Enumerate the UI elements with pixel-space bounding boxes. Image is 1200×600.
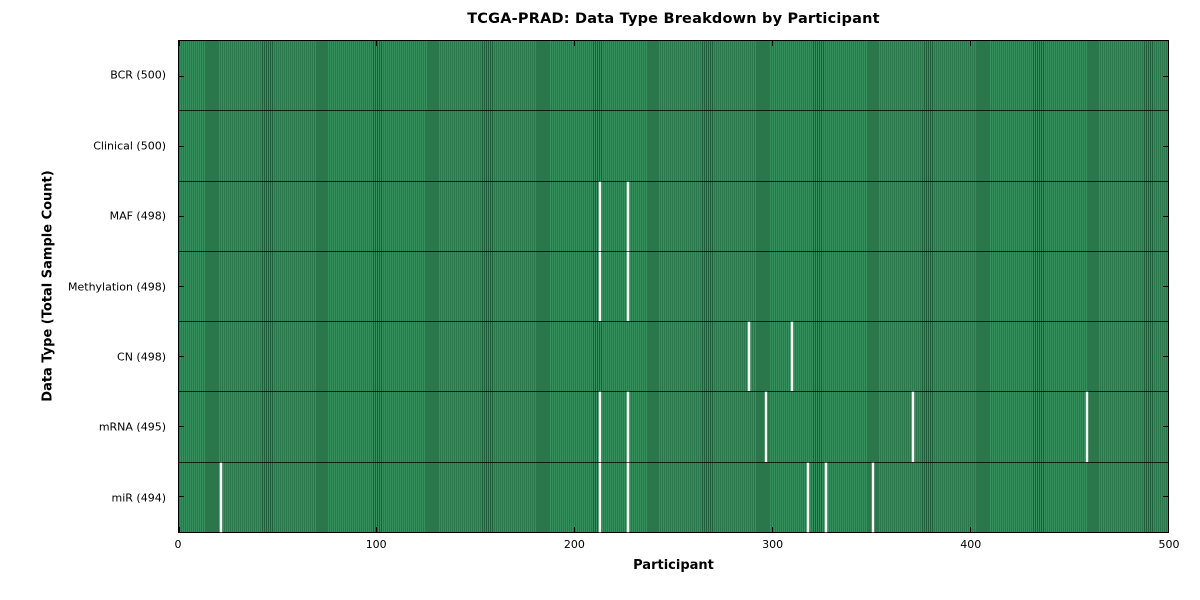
heatmap-row-maf bbox=[179, 180, 1168, 251]
absent-gap bbox=[599, 251, 602, 322]
heatmap-row-cn bbox=[179, 321, 1168, 392]
absent-gap bbox=[627, 251, 629, 322]
absent-gap bbox=[627, 181, 629, 251]
y-tick-label: Clinical (500) bbox=[93, 139, 166, 153]
absent-gap bbox=[627, 462, 629, 532]
y-tick-label: Methylation (498) bbox=[68, 280, 166, 293]
chart-title: TCGA-PRAD: Data Type Breakdown by Partic… bbox=[467, 11, 880, 27]
y-tick-label: miR (494) bbox=[111, 491, 167, 505]
absent-gap bbox=[1085, 392, 1088, 462]
absent-gap bbox=[791, 322, 794, 392]
y-tick-label: CN (498) bbox=[117, 350, 166, 364]
y-tick-label: MAF (498) bbox=[109, 209, 166, 223]
absent-gap bbox=[219, 462, 222, 532]
absent-gap bbox=[627, 392, 629, 462]
x-tick-label: 100 bbox=[365, 538, 387, 551]
x-tick-label: 300 bbox=[762, 538, 784, 551]
absent-gap bbox=[807, 462, 809, 532]
absent-gap bbox=[765, 392, 768, 462]
y-tick-labels: BCR (500) Clinical (500) MAF (498) Methylat… bbox=[0, 40, 172, 533]
absent-gap bbox=[747, 322, 750, 392]
y-tick-label: mRNA (495) bbox=[98, 420, 166, 434]
heatmap-row-clinical bbox=[179, 110, 1168, 181]
absent-gap bbox=[599, 392, 602, 462]
heatmap-row-methylation bbox=[179, 250, 1168, 322]
plot-area: Present Absent bbox=[178, 40, 1169, 533]
absent-gap bbox=[872, 462, 875, 532]
x-tick-label: 200 bbox=[563, 538, 585, 551]
heatmap-row-mir bbox=[179, 461, 1168, 532]
absent-gap bbox=[911, 392, 914, 462]
x-tick-label: 400 bbox=[960, 538, 982, 551]
heatmap-row-mrna bbox=[179, 391, 1168, 462]
x-tick-label: 500 bbox=[1158, 538, 1180, 551]
heatmap-row-bcr bbox=[179, 41, 1168, 111]
x-tick-label: 0 bbox=[174, 538, 182, 551]
y-tick-label: BCR (500) bbox=[110, 68, 166, 82]
absent-gap bbox=[599, 181, 602, 251]
heatmap-rows bbox=[179, 41, 1168, 532]
absent-gap bbox=[599, 462, 602, 532]
absent-gap bbox=[824, 462, 827, 532]
x-axis-label: Participant bbox=[633, 558, 714, 573]
